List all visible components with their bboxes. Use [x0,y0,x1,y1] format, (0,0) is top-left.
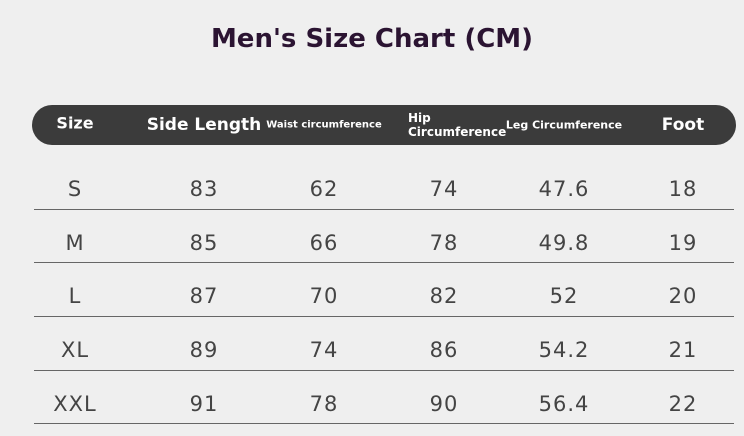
table-cell: 21 [668,338,698,362]
table-cell: 85 [189,231,219,255]
table-cell: XL [60,338,90,362]
header-cell: Foot [661,115,705,135]
table-cell: 70 [309,284,339,308]
table-cell: 74 [429,177,459,201]
table-cell: S [67,177,83,201]
table-cell: 90 [429,392,459,416]
header-cell: Leg Circumference [505,118,623,132]
table-cell: L [68,284,82,308]
table-cell: 52 [549,284,579,308]
title: Men's Size Chart (CM) [210,24,534,54]
table-cell: 47.6 [538,177,590,201]
table-cell: 66 [309,231,339,255]
row-divider [34,262,734,263]
row-divider [34,370,734,371]
table-cell: 91 [189,392,219,416]
table-cell: 20 [668,284,698,308]
header-cell: Size [56,113,94,133]
header-cell: Side Length [146,115,262,135]
table-cell: 86 [429,338,459,362]
table-cell: 78 [309,392,339,416]
table-cell: 87 [189,284,219,308]
table-cell: 18 [668,177,698,201]
table-cell: XXL [53,392,97,416]
table-cell: 89 [189,338,219,362]
header-bar [32,105,736,145]
table-cell: M [65,231,85,255]
header-cell: Hip Circumference [408,111,507,139]
table-cell: 83 [189,177,219,201]
table-cell: 54.2 [538,338,590,362]
table-cell: 74 [309,338,339,362]
table-cell: 49.8 [538,231,590,255]
table-cell: 56.4 [538,392,590,416]
table-cell: 62 [309,177,339,201]
row-divider [34,209,734,210]
table-cell: 19 [668,231,698,255]
row-divider [34,316,734,317]
row-divider [34,423,734,424]
table-cell: 78 [429,231,459,255]
table-cell: 82 [429,284,459,308]
table-cell: 22 [668,392,698,416]
header-cell: Waist circumference [266,119,382,131]
